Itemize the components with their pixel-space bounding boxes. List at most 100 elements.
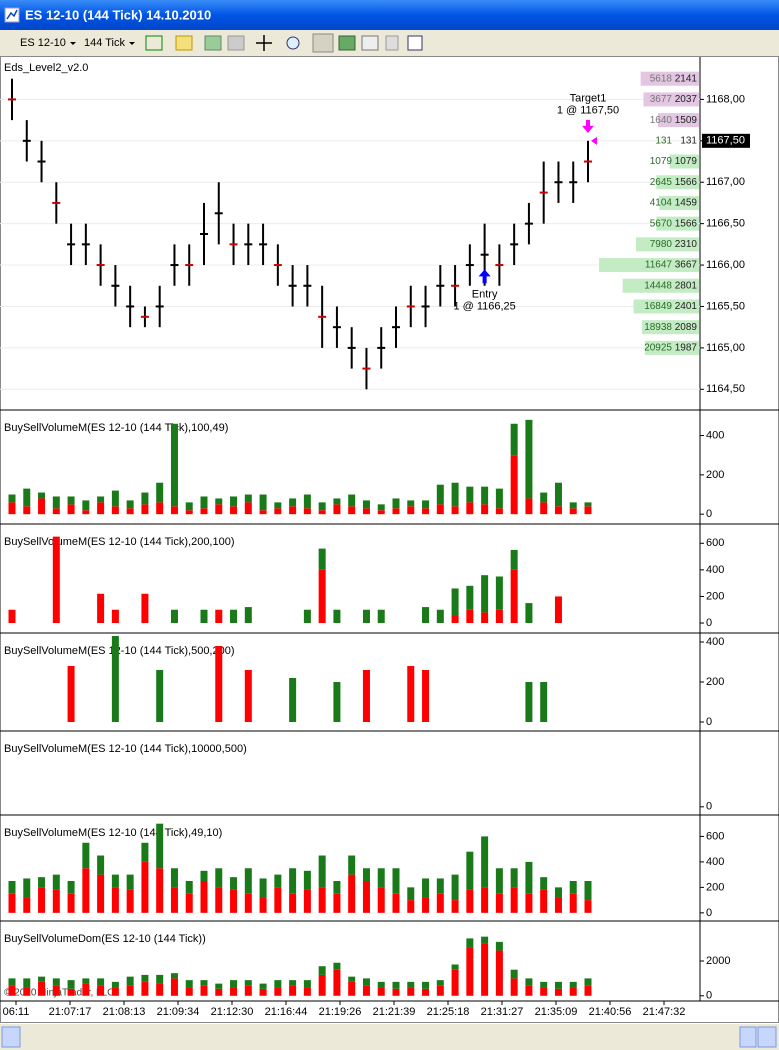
period-dropdown[interactable]: 144 Tick: [84, 37, 125, 49]
volume-bar: [170, 868, 178, 888]
volume-bar: [407, 500, 415, 507]
volume-bar: [97, 502, 105, 515]
panel-title: BuySellVolumeM(ES 12-10 (144 Tick),200,1…: [4, 536, 235, 548]
bar-style-button[interactable]: [145, 35, 163, 51]
volume-bar: [303, 980, 311, 988]
volume-bar: [407, 666, 415, 722]
volume-bar: [185, 502, 193, 511]
volume-bar: [481, 486, 489, 505]
volume-bar: [466, 889, 474, 913]
volume-bar: [8, 985, 16, 996]
volume-bar: [52, 889, 60, 913]
volume-bar: [481, 887, 489, 913]
volume-bar: [495, 488, 503, 509]
time-label: 21:47:32: [643, 1006, 686, 1018]
volume-bar: [126, 889, 134, 913]
volume-bar: [569, 880, 577, 894]
instrument-dropdown[interactable]: ES 12-10: [20, 37, 66, 49]
toolbar-buttons[interactable]: [145, 33, 423, 53]
annotation-label: Entry: [472, 288, 498, 300]
volume-bar: [481, 575, 489, 613]
volume-bar: [554, 482, 562, 507]
y-tick-label: 0: [706, 990, 712, 1002]
volume-bar: [38, 887, 46, 913]
ladder-bar: [599, 258, 699, 273]
volume-bar: [38, 498, 46, 515]
toggle-button[interactable]: [312, 33, 334, 53]
volume-bar: [200, 985, 208, 996]
volume-bar: [97, 855, 105, 875]
time-label: 21:21:39: [373, 1006, 416, 1018]
volume-bar: [170, 423, 178, 507]
volume-bar: [407, 887, 415, 901]
tool-button[interactable]: [407, 35, 423, 51]
chart-area: [0, 56, 779, 1023]
volume-bar: [377, 504, 385, 511]
volume-bar: [303, 987, 311, 996]
time-label: 06:11: [3, 1006, 30, 1018]
volume-bar: [52, 985, 60, 996]
panel-title: BuySellVolumeDom(ES 12-10 (144 Tick)): [4, 933, 206, 945]
y-tick-label: 1165,50: [706, 300, 745, 312]
volume-bar: [52, 508, 60, 515]
volume-bar: [436, 878, 444, 894]
volume-bar: [318, 887, 326, 913]
scroll-right[interactable]: [757, 1026, 777, 1048]
y-tick-label: 1168,00: [706, 93, 745, 105]
volume-bar: [540, 987, 548, 996]
volume-bar: [8, 880, 16, 894]
volume-bar: [38, 981, 46, 996]
volume-bar: [230, 506, 238, 515]
tool-button[interactable]: [227, 35, 245, 51]
crosshair-button[interactable]: [256, 35, 272, 51]
scroll-left[interactable]: [1, 1026, 21, 1048]
volume-bar: [451, 588, 459, 616]
volume-bar: [392, 988, 400, 996]
tool-button[interactable]: [204, 35, 222, 51]
volume-bar: [318, 569, 326, 624]
dropdown-arrow[interactable]: [129, 42, 135, 45]
volume-bar: [481, 612, 489, 624]
volume-bar: [377, 981, 385, 988]
volume-bar: [289, 980, 297, 986]
volume-bar: [540, 981, 548, 988]
volume-bar: [451, 874, 459, 901]
volume-bar: [303, 508, 311, 515]
scroll-thumb[interactable]: [739, 1026, 757, 1048]
volume-bar: [584, 900, 592, 913]
draw-button[interactable]: [175, 35, 193, 51]
volume-bar: [525, 978, 533, 986]
volume-bar: [554, 887, 562, 898]
time-label: 21:25:18: [427, 1006, 470, 1018]
volume-bar: [318, 966, 326, 975]
volume-bar: [362, 670, 370, 722]
volume-bar: [156, 974, 164, 984]
dropdown-arrow[interactable]: [70, 42, 76, 45]
ladder-right: 2141: [675, 73, 698, 84]
volume-bar: [422, 878, 430, 898]
y-tick-label: 0: [706, 508, 712, 520]
tool-button[interactable]: [338, 35, 356, 51]
volume-bar: [481, 936, 489, 944]
volume-bar: [525, 985, 533, 996]
volume-bar: [495, 893, 503, 913]
volume-bar: [67, 496, 75, 505]
volume-bar: [274, 887, 282, 913]
volume-bar: [333, 880, 341, 894]
ladder-left: 18938: [644, 322, 672, 333]
volume-bar: [495, 508, 503, 515]
volume-bar: [348, 855, 356, 875]
y-tick-label: 2000: [706, 955, 730, 967]
volume-bar: [422, 500, 430, 509]
tool-button[interactable]: [361, 35, 379, 51]
volume-bar: [481, 504, 489, 515]
zoom-button[interactable]: [286, 36, 300, 50]
volume-bar: [259, 878, 267, 898]
panel-title: BuySellVolumeM(ES 12-10 (144 Tick),49,10…: [4, 827, 222, 839]
volume-bar: [82, 510, 90, 515]
volume-bar: [200, 980, 208, 986]
volume-bar: [554, 988, 562, 996]
tool-button[interactable]: [385, 35, 399, 51]
scrollbar[interactable]: [0, 1024, 779, 1050]
volume-bar: [540, 502, 548, 515]
